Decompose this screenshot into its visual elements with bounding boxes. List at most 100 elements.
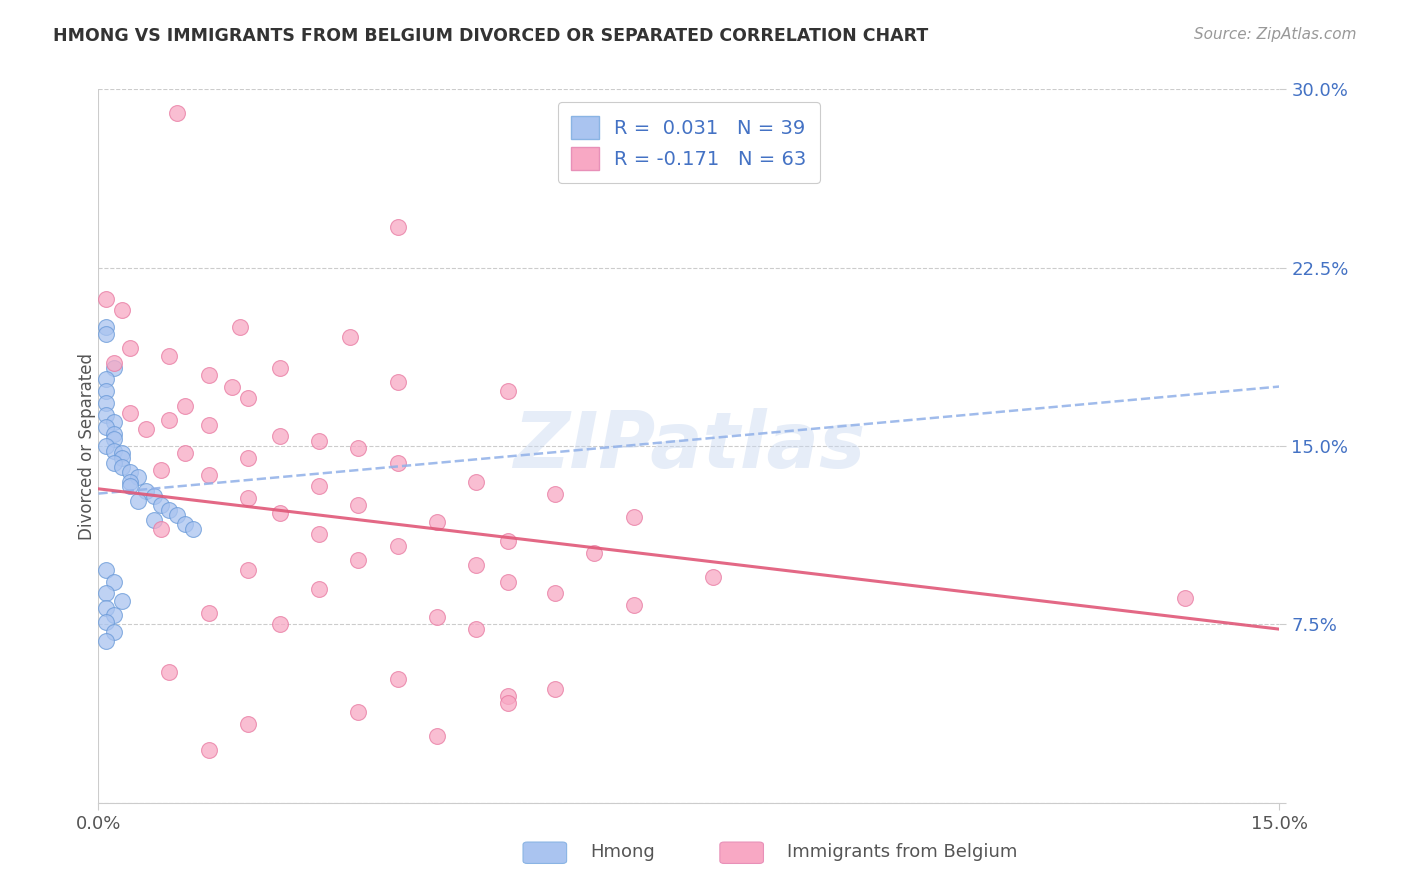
Point [142,513,165,527]
Point [174,446,197,460]
Legend: R =  0.031   N = 39, R = -0.171   N = 63: R = 0.031 N = 39, R = -0.171 N = 63 [558,103,820,184]
Point [347,706,370,720]
Point [269,506,291,520]
Point [236,717,259,731]
Point [157,413,180,427]
Point [426,610,449,624]
Point [496,384,519,399]
Point [308,434,330,449]
Point [96,586,118,600]
Point [269,429,291,443]
Point [339,329,361,343]
Point [96,563,118,577]
Point [118,479,141,493]
Point [197,743,219,757]
Point [96,320,118,334]
Point [544,586,567,600]
Point [426,729,449,743]
Point [111,303,134,318]
Point [118,465,141,479]
Point [103,432,125,446]
Point [103,427,125,442]
Point [111,446,134,460]
Point [96,327,118,342]
Point [103,443,125,458]
Point [96,396,118,410]
Point [308,479,330,493]
Point [426,515,449,529]
Point [465,558,488,572]
Point [1174,591,1197,606]
Point [465,622,488,636]
Point [96,615,118,629]
Point [96,292,118,306]
Point [197,368,219,382]
Point [103,360,125,375]
Text: HMONG VS IMMIGRANTS FROM BELGIUM DIVORCED OR SEPARATED CORRELATION CHART: HMONG VS IMMIGRANTS FROM BELGIUM DIVORCE… [53,27,929,45]
Text: ZIPatlas: ZIPatlas [513,408,865,484]
Point [142,489,165,503]
Point [308,582,330,596]
Point [103,356,125,370]
Point [150,522,173,536]
Text: Source: ZipAtlas.com: Source: ZipAtlas.com [1194,27,1357,42]
Point [496,534,519,549]
Point [583,546,606,560]
Point [118,342,141,356]
Point [103,456,125,470]
Text: Immigrants from Belgium: Immigrants from Belgium [787,843,1018,861]
Point [197,417,219,432]
Point [269,617,291,632]
Point [387,375,409,389]
Point [544,681,567,696]
Point [544,486,567,500]
Point [96,384,118,399]
Point [96,408,118,422]
Point [197,606,219,620]
Point [96,372,118,386]
Point [166,106,188,120]
Y-axis label: Divorced or Separated: Divorced or Separated [79,352,96,540]
Point [236,392,259,406]
Point [103,624,125,639]
Point [702,570,724,584]
Point [387,539,409,553]
Point [150,463,173,477]
Point [623,599,645,613]
Point [150,499,173,513]
Point [229,320,252,334]
Point [157,665,180,679]
Point [111,593,134,607]
Point [221,379,243,393]
Point [197,467,219,482]
Point [111,450,134,465]
Point [496,696,519,710]
Point [103,574,125,589]
Point [111,460,134,475]
Point [387,220,409,235]
Point [118,406,141,420]
Point [387,456,409,470]
Point [157,503,180,517]
Point [623,510,645,524]
Point [181,522,204,536]
Point [347,553,370,567]
Point [174,399,197,413]
Point [96,439,118,453]
Point [135,422,157,436]
Point [96,420,118,434]
Point [127,493,149,508]
Text: Hmong: Hmong [591,843,655,861]
Point [269,360,291,375]
Point [103,415,125,429]
Point [166,508,188,522]
Point [496,574,519,589]
Point [236,563,259,577]
Point [157,349,180,363]
Point [118,475,141,489]
Point [96,634,118,648]
Point [236,491,259,506]
Point [465,475,488,489]
Point [135,484,157,499]
Point [387,672,409,686]
